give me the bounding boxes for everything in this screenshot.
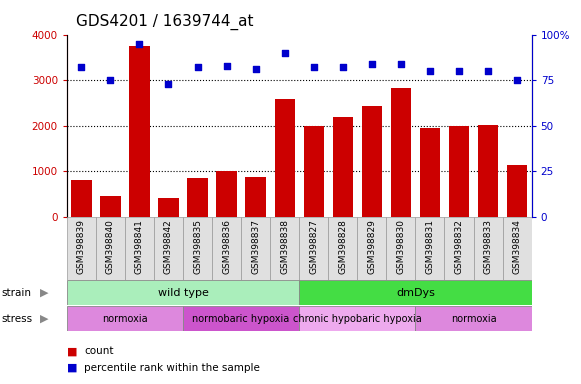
Point bbox=[396, 61, 406, 67]
Text: ▶: ▶ bbox=[40, 314, 48, 324]
Bar bbox=[299, 217, 328, 280]
Bar bbox=[183, 306, 299, 331]
Text: GSM398831: GSM398831 bbox=[425, 219, 435, 274]
Bar bbox=[158, 198, 178, 217]
Point bbox=[425, 68, 435, 74]
Point bbox=[222, 63, 231, 69]
Bar bbox=[241, 217, 270, 280]
Bar bbox=[390, 88, 411, 217]
Bar bbox=[444, 217, 474, 280]
Bar bbox=[212, 217, 241, 280]
Text: ▶: ▶ bbox=[40, 288, 48, 298]
Text: GSM398835: GSM398835 bbox=[193, 219, 202, 274]
Point bbox=[193, 65, 202, 71]
Bar bbox=[67, 306, 183, 331]
Bar bbox=[71, 180, 92, 217]
Bar bbox=[299, 280, 532, 305]
Bar bbox=[183, 217, 212, 280]
Bar bbox=[130, 46, 150, 217]
Bar bbox=[100, 195, 121, 217]
Point bbox=[164, 81, 173, 87]
Text: GSM398830: GSM398830 bbox=[396, 219, 406, 274]
Bar bbox=[449, 126, 469, 217]
Point bbox=[309, 65, 318, 71]
Bar bbox=[96, 217, 125, 280]
Bar bbox=[357, 217, 386, 280]
Text: dmDys: dmDys bbox=[396, 288, 435, 298]
Text: count: count bbox=[84, 346, 114, 356]
Text: GSM398836: GSM398836 bbox=[222, 219, 231, 274]
Point bbox=[280, 50, 289, 56]
Bar bbox=[270, 217, 299, 280]
Text: wild type: wild type bbox=[157, 288, 209, 298]
Bar bbox=[507, 166, 528, 217]
Bar bbox=[328, 217, 357, 280]
Bar bbox=[503, 217, 532, 280]
Bar bbox=[154, 217, 183, 280]
Text: ■: ■ bbox=[67, 346, 77, 356]
Point bbox=[367, 61, 376, 67]
Text: normoxia: normoxia bbox=[451, 313, 496, 324]
Text: GSM398832: GSM398832 bbox=[454, 219, 464, 274]
Point bbox=[454, 68, 464, 74]
Point bbox=[338, 65, 347, 71]
Point bbox=[251, 66, 260, 72]
Bar bbox=[474, 217, 503, 280]
Bar bbox=[415, 306, 532, 331]
Text: normobaric hypoxia: normobaric hypoxia bbox=[192, 313, 290, 324]
Text: normoxia: normoxia bbox=[102, 313, 148, 324]
Text: GSM398829: GSM398829 bbox=[367, 219, 376, 274]
Text: GSM398828: GSM398828 bbox=[338, 219, 347, 274]
Text: GSM398827: GSM398827 bbox=[309, 219, 318, 274]
Point bbox=[135, 41, 144, 47]
Text: GSM398840: GSM398840 bbox=[106, 219, 115, 274]
Bar bbox=[125, 217, 154, 280]
Text: GSM398841: GSM398841 bbox=[135, 219, 144, 274]
Bar bbox=[217, 171, 237, 217]
Point bbox=[483, 68, 493, 74]
Text: strain: strain bbox=[1, 288, 31, 298]
Bar bbox=[246, 177, 266, 217]
Bar bbox=[361, 106, 382, 217]
Bar bbox=[187, 178, 208, 217]
Bar bbox=[333, 117, 353, 217]
Bar bbox=[415, 217, 444, 280]
Bar bbox=[67, 280, 299, 305]
Text: GSM398839: GSM398839 bbox=[77, 219, 86, 274]
Bar bbox=[275, 99, 295, 217]
Bar bbox=[67, 217, 96, 280]
Text: GSM398833: GSM398833 bbox=[483, 219, 493, 274]
Text: GSM398842: GSM398842 bbox=[164, 219, 173, 274]
Point bbox=[77, 65, 86, 71]
Text: GDS4201 / 1639744_at: GDS4201 / 1639744_at bbox=[76, 13, 253, 30]
Bar bbox=[478, 125, 498, 217]
Text: percentile rank within the sample: percentile rank within the sample bbox=[84, 363, 260, 373]
Text: GSM398837: GSM398837 bbox=[251, 219, 260, 274]
Bar bbox=[386, 217, 415, 280]
Bar bbox=[299, 306, 415, 331]
Text: stress: stress bbox=[1, 314, 33, 324]
Bar bbox=[420, 129, 440, 217]
Text: GSM398834: GSM398834 bbox=[512, 219, 522, 274]
Text: ■: ■ bbox=[67, 363, 77, 373]
Bar bbox=[303, 126, 324, 217]
Text: chronic hypobaric hypoxia: chronic hypobaric hypoxia bbox=[293, 313, 422, 324]
Point bbox=[512, 77, 522, 83]
Text: GSM398838: GSM398838 bbox=[280, 219, 289, 274]
Point bbox=[106, 77, 115, 83]
